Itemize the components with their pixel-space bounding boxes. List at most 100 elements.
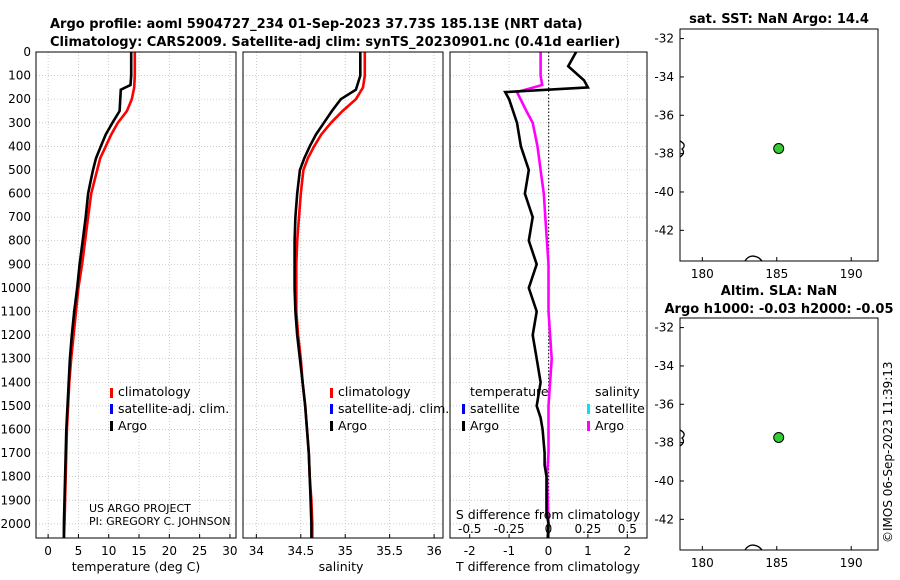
legend-swatch-climatology xyxy=(110,388,113,398)
title-line-2: Climatology: CARS2009. Satellite-adj cli… xyxy=(50,35,620,50)
salinity-axes-frame xyxy=(242,51,444,539)
sla-map: -32 -34 -36 -38 -40 -42 180 185 190 xyxy=(654,317,879,570)
x-tick-label: 35.5 xyxy=(376,544,403,558)
depth-tick-label: 0 xyxy=(23,45,31,59)
salinity-grid xyxy=(243,51,443,538)
salinity-tick-labels: 34 34.5 35 35.5 36 xyxy=(249,534,442,558)
depth-tick-label: 600 xyxy=(8,187,31,201)
argo-line xyxy=(62,52,133,538)
lat-tick-label: -42 xyxy=(654,512,674,526)
temperature-x-label: temperature (deg C) xyxy=(72,559,201,574)
sst-lon-labels: 180 185 190 xyxy=(691,267,863,281)
salinity-legend: climatology satellite-adj. clim. Argo xyxy=(330,384,449,433)
sla-coastline-west xyxy=(679,429,685,447)
depth-tick-label: 1900 xyxy=(0,493,31,507)
depth-tick-label: 900 xyxy=(8,257,31,271)
x-tick-label: 34 xyxy=(249,544,264,558)
legend-climatology: climatology xyxy=(338,384,411,399)
t-difference-x-label: T difference from climatology xyxy=(455,559,641,574)
depth-tick-label: 1100 xyxy=(0,305,31,319)
legend-salinity-title: salinity xyxy=(595,384,640,399)
temperature-panel: 0100200300400500600700800900100011001200… xyxy=(0,45,237,574)
sst-map-title: sat. SST: NaN Argo: 14.4 xyxy=(689,12,869,27)
legend-swatch-t-argo xyxy=(462,421,465,431)
sst-lat-labels: -32 -34 -36 -38 -40 -42 xyxy=(654,32,674,238)
argo-float-marker xyxy=(773,432,785,443)
depth-tick-label: 1600 xyxy=(0,422,31,436)
t-difference-tick-labels: -2 -1 0 1 2 xyxy=(464,534,631,558)
x-tick-label: 35 xyxy=(338,544,353,558)
salinity-x-label: salinity xyxy=(319,559,364,574)
lat-tick-label: -36 xyxy=(654,397,674,411)
temperature-tick-labels: 0 5 10 15 20 25 30 xyxy=(44,534,238,558)
s-difference-label: S difference from climatology xyxy=(456,507,641,522)
sla-map-ticks xyxy=(680,327,852,550)
legend-swatch-s-satellite xyxy=(587,404,590,414)
depth-tick-label: 1300 xyxy=(0,352,31,366)
x-tick-label: 15 xyxy=(131,544,146,558)
sst-map-ticks xyxy=(680,38,852,261)
depth-tick-label: 100 xyxy=(8,69,31,83)
depth-tick-label: 200 xyxy=(8,92,31,106)
legend-s-satellite: satellite xyxy=(595,401,645,416)
legend-s-argo: Argo xyxy=(595,418,624,433)
x-tick-label: 0 xyxy=(545,544,553,558)
lon-tick-label: 185 xyxy=(765,267,788,281)
sst-map: -32 -34 -36 -38 -40 -42 180 185 190 xyxy=(654,28,879,281)
x-tick-label: 0 xyxy=(44,544,52,558)
depth-tick-label: 1000 xyxy=(0,281,31,295)
depth-tick-label: 1500 xyxy=(0,399,31,413)
depth-tick-label: 500 xyxy=(8,163,31,177)
sla-map-subtitle: Argo h1000: -0.03 h2000: -0.05 xyxy=(664,302,893,317)
legend-t-satellite: satellite xyxy=(470,401,520,416)
credit-project: US ARGO PROJECT xyxy=(89,502,191,515)
x-tick-label: 30 xyxy=(222,544,237,558)
sst-coastline-west xyxy=(679,140,685,158)
x-tick-label: -2 xyxy=(464,544,476,558)
lon-tick-label: 180 xyxy=(691,556,714,570)
lon-tick-label: 185 xyxy=(765,556,788,570)
difference-legend: temperature salinity satellite Argo sate… xyxy=(462,384,645,433)
legend-swatch-s-argo xyxy=(587,421,590,431)
sla-lon-labels: 180 185 190 xyxy=(691,556,863,570)
sla-lat-labels: -32 -34 -36 -38 -40 -42 xyxy=(654,321,674,527)
x-tick-label: 2 xyxy=(623,544,631,558)
legend-swatch-satellite xyxy=(110,404,113,414)
depth-tick-label: 400 xyxy=(8,139,31,153)
copyright-stamp: ©IMOS 06-Sep-2023 11:39:13 xyxy=(881,361,895,543)
legend-swatch-t-satellite xyxy=(462,404,465,414)
temperature-legend: climatology satellite-adj. clim. Argo xyxy=(110,384,229,433)
lon-tick-label: 190 xyxy=(840,267,863,281)
x-tick-label: -1 xyxy=(503,544,515,558)
s-tick-label: 0.5 xyxy=(618,522,637,536)
depth-tick-label: 300 xyxy=(8,116,31,130)
depth-tick-label: 1700 xyxy=(0,446,31,460)
sst-coastline-south xyxy=(744,255,763,262)
climatology-line xyxy=(295,52,367,538)
lat-tick-label: -42 xyxy=(654,223,674,237)
x-tick-label: 25 xyxy=(192,544,207,558)
x-tick-label: 20 xyxy=(162,544,177,558)
lat-tick-label: -36 xyxy=(654,108,674,122)
argo-line xyxy=(293,52,362,538)
lat-tick-label: -32 xyxy=(654,32,674,46)
s-difference-argo-line xyxy=(515,52,554,538)
sla-coastline-south xyxy=(744,544,763,551)
lat-tick-label: -34 xyxy=(654,70,674,84)
legend-satellite: satellite-adj. clim. xyxy=(118,401,229,416)
s-difference-tick-labels: -0.5 -0.25 0 0.25 0.5 xyxy=(458,522,637,536)
x-tick-label: 5 xyxy=(75,544,83,558)
s-tick-label: 0 xyxy=(545,522,553,536)
lat-tick-label: -34 xyxy=(654,359,674,373)
temperature-axes-frame xyxy=(35,51,237,539)
salinity-curves xyxy=(293,52,367,538)
s-tick-label: 0.25 xyxy=(575,522,602,536)
legend-t-argo: Argo xyxy=(470,418,499,433)
temperature-curves xyxy=(62,52,137,539)
x-tick-label: 1 xyxy=(584,544,592,558)
legend-swatch-climatology xyxy=(330,388,333,398)
s-tick-label: -0.25 xyxy=(494,522,525,536)
lat-tick-label: -38 xyxy=(654,436,674,450)
s-tick-label: -0.5 xyxy=(458,522,481,536)
